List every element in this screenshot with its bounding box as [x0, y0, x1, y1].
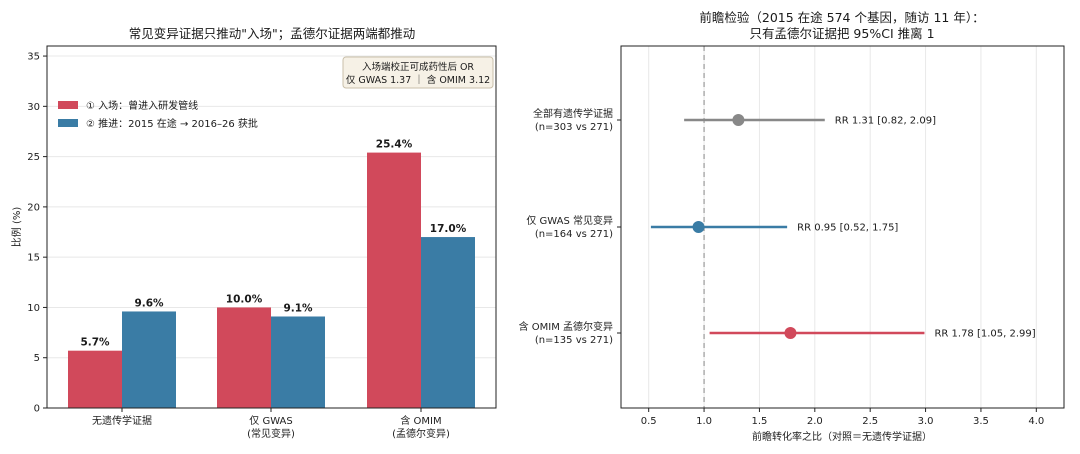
point-estimate-marker [784, 327, 797, 339]
bar-chart-data-labels: 5.7% 10.0% 25.4% 9.6% 9.1% 17.0% [80, 139, 466, 349]
bar-advance-2 [421, 237, 475, 408]
y-tick-label: 20 [27, 202, 40, 213]
bar-entry-0 [68, 350, 122, 408]
x-tick-label: 无遗传学证据 [92, 414, 152, 427]
bar-data-label: 5.7% [80, 337, 110, 349]
bar-chart-x-ticks: 无遗传学证据 仅 GWAS(常见变异) 含 OMIM(孟德尔变异) [92, 408, 450, 440]
bar-chart-y-axis-label: 比例 (%) [10, 207, 23, 248]
rr-annotation: RR 1.78 [1.05, 2.99] [934, 329, 1035, 340]
legend-swatch-advance [58, 119, 78, 127]
row-sublabel: (n=303 vs 271) [535, 122, 613, 133]
bar-chart-y-ticks: 0 5 10 15 20 25 30 35 [27, 52, 47, 415]
row-sublabel: (n=164 vs 271) [535, 229, 613, 240]
point-estimate-marker [732, 114, 745, 126]
bar-chart-grid [47, 55, 496, 359]
x-tick-label: 0.5 [641, 416, 657, 427]
x-tick-label: 3.5 [973, 416, 989, 427]
bar-chart-bars [68, 152, 475, 408]
y-tick-label: 35 [27, 52, 40, 63]
legend-swatch-entry [58, 101, 78, 109]
bar-entry-1 [217, 307, 271, 408]
row-label: 含 OMIM 孟德尔变异 [519, 320, 613, 333]
rr-annotation: RR 1.31 [0.82, 2.09] [835, 116, 936, 127]
y-tick-label: 5 [34, 353, 40, 364]
legend-label-advance: ② 推进：2015 在途 → 2016–26 获批 [86, 117, 258, 130]
forest-plot-row-labels: 全部有遗传学证据 (n=303 vs 271) 仅 GWAS 常见变异 (n=164 … [519, 107, 621, 346]
bar-advance-0 [122, 311, 176, 408]
y-tick-label: 25 [27, 152, 40, 163]
bar-data-label: 9.1% [283, 302, 313, 314]
bar-data-label: 25.4% [376, 139, 413, 151]
bar-data-label: 17.0% [430, 223, 467, 235]
forest-plot-title-line-1: 前瞻检验（2015 在途 574 个基因，随访 11 年）： [699, 10, 984, 25]
x-tick-sublabel: (常见变异) [247, 427, 295, 440]
legend-label-entry: ① 入场：曾进入研发管线 [86, 99, 198, 112]
forest-plot-panel: 前瞻检验（2015 在途 574 个基因，随访 11 年）： 只有孟德尔证据把 … [519, 10, 1065, 443]
x-tick-label: 含 OMIM [400, 414, 441, 427]
annotation-background [342, 56, 494, 89]
y-tick-label: 15 [27, 253, 40, 264]
bar-chart-annotation-box: 入场端校正可成药性后 OR 仅 GWAS 1.37 ｜ 含 OMIM 3.12 [342, 56, 494, 89]
bar-chart-title: 常见变异证据只推动"入场"；孟德尔证据两端都推动 [129, 26, 416, 41]
row-sublabel: (n=135 vs 271) [535, 335, 613, 346]
row-label: 仅 GWAS 常见变异 [526, 214, 613, 227]
rr-annotation: RR 0.95 [0.52, 1.75] [797, 223, 898, 234]
forest-plot-x-ticks: 0.5 1.0 1.5 2.0 2.5 3.0 3.5 4.0 [641, 408, 1044, 427]
annotation-line-1: 入场端校正可成药性后 OR [362, 61, 474, 73]
point-estimate-marker [692, 221, 705, 233]
annotation-line-2: 仅 GWAS 1.37 ｜ 含 OMIM 3.12 [346, 74, 490, 86]
forest-plot-title-line-2: 只有孟德尔证据把 95%CI 推离 1 [749, 26, 934, 41]
bar-advance-1 [271, 316, 325, 408]
bar-data-label: 10.0% [226, 293, 263, 305]
forest-plot-x-axis-label: 前瞻转化率之比（对照＝无遗传学证据） [752, 430, 932, 443]
bar-chart-panel: 常见变异证据只推动"入场"；孟德尔证据两端都推动 5.7% 10.0% 25.4% 9… [10, 26, 497, 440]
x-tick-label: 1.0 [696, 416, 712, 427]
x-tick-label: 4.0 [1028, 416, 1044, 427]
x-tick-label: 2.0 [807, 416, 823, 427]
y-tick-label: 0 [34, 404, 40, 415]
bar-entry-2 [367, 152, 421, 408]
bar-data-label: 9.6% [134, 297, 164, 309]
x-tick-label: 2.5 [862, 416, 878, 427]
x-tick-label: 1.5 [751, 416, 767, 427]
forest-plot-rows: RR 1.31 [0.82, 2.09] RR 0.95 [0.52, 1.75]… [650, 114, 1036, 340]
y-tick-label: 30 [27, 102, 40, 113]
y-tick-label: 10 [27, 303, 40, 314]
row-label: 全部有遗传学证据 [533, 107, 613, 120]
x-tick-sublabel: (孟德尔变异) [392, 427, 450, 440]
bar-chart-legend: ① 入场：曾进入研发管线 ② 推进：2015 在途 → 2016–26 获批 [58, 99, 258, 130]
x-tick-label: 仅 GWAS [249, 415, 292, 427]
x-tick-label: 3.0 [918, 416, 934, 427]
